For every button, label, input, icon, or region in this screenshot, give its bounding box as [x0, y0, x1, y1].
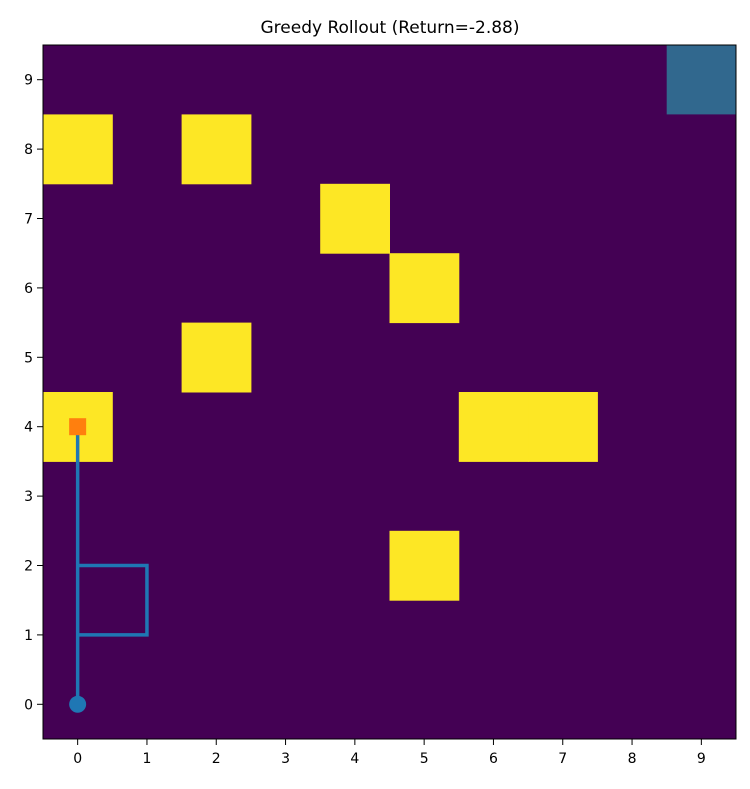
x-tick-label: 9	[697, 751, 706, 767]
x-tick-label: 0	[73, 751, 82, 767]
y-axis: 0 1 2 3 4 5 6 7 8 9	[24, 73, 43, 713]
x-tick-label: 4	[350, 751, 359, 767]
chart-title: Greedy Rollout (Return=-2.88)	[260, 18, 519, 38]
x-tick-label: 7	[558, 751, 567, 767]
y-tick-label: 4	[24, 420, 33, 436]
y-tick-label: 0	[24, 697, 33, 713]
x-axis: 0 1 2 3 4 5 6 7 8 9	[73, 739, 706, 767]
y-tick-label: 7	[24, 212, 33, 228]
obstacle-cell	[181, 322, 252, 393]
end-marker	[69, 418, 87, 436]
obstacle-cell	[389, 530, 460, 601]
obstacle-cell	[320, 183, 390, 254]
grid-background	[43, 45, 736, 739]
obstacle-cell	[389, 253, 460, 324]
obstacle-cell	[528, 392, 598, 462]
x-tick-label: 6	[489, 751, 498, 767]
x-tick-label: 8	[628, 751, 637, 767]
y-tick-label: 3	[24, 489, 33, 505]
x-tick-label: 3	[281, 751, 290, 767]
plot-frame	[42, 44, 737, 740]
x-tick-label: 2	[212, 751, 221, 767]
obstacle-cell	[181, 114, 252, 185]
obstacle-cell	[458, 392, 529, 462]
plot-area	[43, 45, 736, 739]
x-tick-label: 1	[142, 751, 151, 767]
y-tick-label: 2	[24, 559, 33, 575]
y-tick-label: 9	[24, 73, 33, 89]
y-tick-label: 6	[24, 281, 33, 297]
x-tick-label: 5	[420, 751, 429, 767]
rollout-path-line	[75, 426, 149, 705]
y-tick-label: 8	[24, 142, 33, 158]
y-tick-label: 5	[24, 350, 33, 366]
y-tick-label: 1	[24, 628, 33, 644]
start-marker	[69, 695, 87, 713]
obstacle-cell	[43, 114, 113, 185]
goal-cell	[666, 45, 736, 115]
